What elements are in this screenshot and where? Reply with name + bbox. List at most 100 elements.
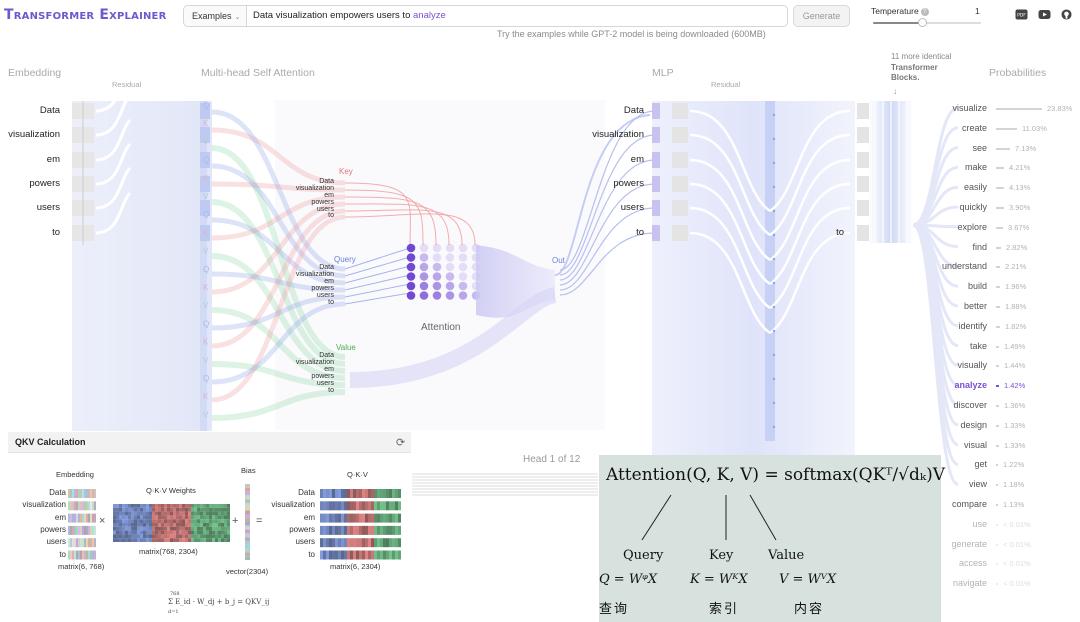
- query-flow: [211, 301, 346, 385]
- query-label: Query: [334, 255, 356, 264]
- block-token[interactable]: to: [836, 227, 844, 238]
- weight-matrix-cell: [218, 538, 221, 542]
- weight-matrix-cell: [179, 515, 182, 520]
- weight-matrix-cell: [224, 534, 227, 539]
- prediction-word[interactable]: quickly: [959, 202, 987, 212]
- mlp-token[interactable]: Data: [623, 105, 644, 116]
- refresh-icon[interactable]: ⟳: [396, 437, 406, 449]
- attention-cell: [419, 243, 429, 253]
- bias-cell: [245, 484, 250, 488]
- mlp-token[interactable]: visualization: [592, 129, 644, 140]
- mlp-token[interactable]: to: [636, 227, 644, 238]
- prediction-word[interactable]: use: [972, 518, 987, 529]
- app-logo[interactable]: Transformer Explainer: [4, 7, 167, 23]
- embedding-token[interactable]: powers: [29, 178, 60, 189]
- weight-matrix-cell: [182, 519, 185, 523]
- weight-matrix-cell: [227, 530, 230, 535]
- weight-matrix-cell: [131, 511, 134, 516]
- emb-matrix-cell: [94, 550, 96, 560]
- mlp-token[interactable]: users: [620, 202, 644, 213]
- weight-matrix-cell: [188, 526, 191, 531]
- prediction-word[interactable]: analyze: [954, 380, 987, 391]
- output-matrix-cell: [398, 513, 401, 523]
- weight-matrix-cell: [131, 504, 134, 508]
- info-icon[interactable]: ?: [920, 7, 929, 16]
- prediction-word[interactable]: explore: [957, 221, 987, 232]
- weight-matrix-cell: [224, 511, 227, 516]
- output-matrix-cell: [338, 489, 341, 498]
- weight-matrix-cell: [113, 504, 116, 508]
- bias-cell: [245, 510, 250, 515]
- prediction-word[interactable]: visual: [963, 439, 987, 450]
- prediction-word[interactable]: discover: [953, 400, 987, 410]
- prediction-word[interactable]: better: [963, 301, 987, 311]
- emb-matrix-cell: [92, 550, 94, 560]
- paper-icon[interactable]: PDF: [1015, 9, 1028, 20]
- mlp-dot: [772, 233, 776, 237]
- embedding-token[interactable]: visualization: [8, 129, 60, 140]
- prediction-word[interactable]: find: [972, 241, 987, 252]
- qkv-matrices[interactable]: [8, 460, 411, 610]
- temperature-value: 1: [975, 6, 980, 16]
- query-to-attention: [344, 274, 411, 291]
- examples-dropdown[interactable]: Examples ⌄: [183, 5, 247, 27]
- weight-matrix-cell: [122, 526, 125, 531]
- prediction-word[interactable]: see: [972, 142, 987, 153]
- prediction-word[interactable]: get: [974, 459, 987, 470]
- prediction-word[interactable]: take: [969, 340, 987, 351]
- prediction-word[interactable]: identify: [958, 320, 987, 331]
- temperature-slider-track[interactable]: [873, 22, 981, 24]
- bias-cell: [245, 495, 250, 500]
- weight-matrix-cell: [116, 523, 119, 527]
- output-matrix-cell: [371, 525, 374, 535]
- embedding-token[interactable]: Data: [39, 105, 60, 116]
- weight-matrix-cell: [215, 538, 218, 542]
- emb-matrix-cell: [72, 501, 74, 511]
- embedding-token[interactable]: em: [46, 154, 60, 165]
- embedding-token[interactable]: to: [52, 227, 60, 238]
- emb-matrix-cell: [86, 513, 88, 523]
- temperature-slider-thumb[interactable]: [918, 18, 927, 27]
- prompt-input[interactable]: Data visualization empowers users to ana…: [247, 5, 788, 27]
- output-matrix-cell: [368, 550, 371, 560]
- output-matrix-cell: [353, 538, 356, 548]
- youtube-icon[interactable]: [1038, 9, 1051, 20]
- prediction-word[interactable]: view: [968, 479, 987, 490]
- attention-label[interactable]: Attention: [421, 322, 461, 333]
- prediction-word[interactable]: compare: [951, 499, 987, 509]
- prediction-word[interactable]: understand: [941, 261, 987, 272]
- emb-matrix-cell: [80, 513, 82, 523]
- prediction-bar: [996, 444, 999, 447]
- prediction-percent: 11.03%: [1022, 123, 1047, 133]
- output-matrix-cell: [374, 501, 377, 511]
- output-matrix-cell: [347, 501, 350, 511]
- github-icon[interactable]: [1060, 9, 1073, 20]
- weight-matrix-cell: [161, 530, 164, 535]
- prediction-word[interactable]: easily: [963, 182, 987, 193]
- weight-matrix-cell: [224, 515, 227, 520]
- mlp-token[interactable]: powers: [613, 178, 644, 189]
- embedding-token[interactable]: users: [36, 202, 60, 213]
- prediction-word[interactable]: navigate: [952, 578, 987, 589]
- prediction-word[interactable]: visually: [957, 360, 987, 371]
- head-indicator[interactable]: Head 1 of 12: [523, 454, 581, 465]
- more-blocks-note[interactable]: 11 more identical Transformer Blocks.: [891, 52, 951, 84]
- mlp-token[interactable]: em: [630, 154, 644, 165]
- key-token: users: [316, 206, 334, 213]
- qkv-column: [200, 101, 212, 431]
- prediction-word[interactable]: generate: [951, 538, 987, 549]
- blocks-note-line1: 11 more identical: [891, 52, 952, 61]
- weight-matrix-cell: [188, 511, 191, 516]
- output-matrix-cell: [371, 501, 374, 511]
- prediction-word[interactable]: design: [960, 419, 987, 430]
- output-matrix-cell: [338, 550, 341, 560]
- prediction-word[interactable]: visualize: [952, 103, 987, 113]
- prediction-word[interactable]: create: [961, 122, 987, 133]
- emb-matrix-cell: [94, 538, 96, 548]
- prediction-word[interactable]: access: [958, 558, 987, 569]
- output-matrix-cell: [359, 489, 362, 498]
- generate-button[interactable]: Generate: [793, 5, 850, 27]
- prediction-word[interactable]: build: [967, 281, 987, 292]
- prediction-word[interactable]: make: [964, 162, 987, 173]
- mlp-dot: [772, 377, 776, 381]
